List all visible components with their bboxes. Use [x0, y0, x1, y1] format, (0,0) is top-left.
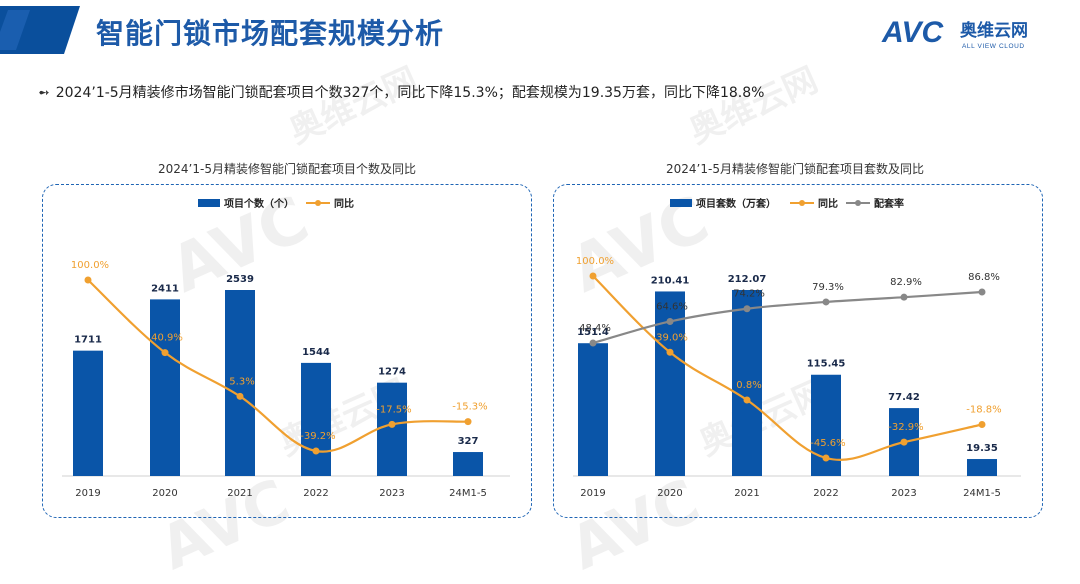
chart2-plot: 项目套数（万套） 同比 配套率 151.4 210.41 212.07 115.45 77.4…: [573, 197, 1021, 499]
yoy-label: 0.8%: [736, 380, 761, 391]
bar-value-label: 1544: [302, 347, 330, 358]
legend-line-marker: [855, 200, 861, 206]
legend-bar-swatch: [670, 199, 692, 207]
yoy-label: -18.8%: [966, 405, 1001, 416]
rate-point: [743, 305, 751, 313]
bar-value-label: 327: [458, 436, 479, 447]
x-tick-label: 2021: [227, 488, 252, 499]
rate-point: [666, 317, 674, 325]
chart2-title: 2024’1-5月精装修智能门锁配套项目套数及同比: [666, 162, 924, 176]
yoy-point: [312, 447, 320, 455]
yoy-point: [236, 392, 244, 400]
x-tick-label: 2019: [75, 488, 100, 499]
arrow-bullet-icon: ➻: [38, 85, 50, 101]
yoy-point: [743, 396, 751, 404]
bar: [225, 290, 255, 476]
legend-label: 同比: [818, 197, 838, 210]
yoy-point: [161, 349, 169, 357]
bar-value-label: 2539: [226, 274, 254, 285]
yoy-point: [900, 438, 908, 446]
svg-text:ALL VIEW CLOUD: ALL VIEW CLOUD: [962, 43, 1025, 50]
yoy-point: [84, 276, 92, 284]
x-tick-label: 2020: [152, 488, 177, 499]
legend-label: 同比: [334, 197, 354, 210]
bar: [73, 350, 103, 476]
chart2-frame: [553, 184, 1043, 518]
yoy-label: 40.9%: [151, 333, 183, 344]
x-tick-label: 2022: [303, 488, 328, 499]
svg-text:AVC: AVC: [881, 16, 944, 49]
yoy-point: [822, 454, 830, 462]
rate-label: 86.8%: [968, 272, 1000, 283]
bar-value-label: 212.07: [728, 274, 767, 285]
x-tick-label: 24M1-5: [963, 488, 1001, 499]
x-tick-label: 2021: [734, 488, 759, 499]
yoy-label: -45.6%: [810, 438, 845, 449]
x-tick-label: 2022: [813, 488, 838, 499]
summary-text: 2024’1-5月精装修市场智能门锁配套项目个数327个，同比下降15.3%；配…: [55, 85, 765, 101]
yoy-point: [388, 420, 396, 428]
bar-value-label: 1711: [74, 335, 102, 346]
yoy-point: [978, 421, 986, 428]
svg-text:奥维云网: 奥维云网: [960, 20, 1028, 41]
rate-label: 48.4%: [579, 323, 611, 334]
bar-value-label: 151.4: [577, 327, 609, 338]
bar: [453, 452, 483, 476]
x-tick-label: 2019: [580, 488, 605, 499]
yoy-point: [589, 272, 597, 280]
yoy-label: 5.3%: [229, 376, 254, 387]
yoy-label: -32.9%: [888, 422, 923, 433]
legend-label: 项目套数（万套）: [696, 197, 776, 210]
yoy-label: -39.2%: [300, 431, 335, 442]
yoy-point: [666, 348, 674, 356]
rate-label: 64.6%: [656, 301, 688, 312]
bar: [967, 459, 997, 476]
rate-label: 82.9%: [890, 277, 922, 288]
yoy-label: -17.5%: [376, 404, 411, 415]
bar-value-label: 2411: [151, 283, 179, 294]
rate-line: [592, 290, 983, 345]
legend-line-marker: [799, 200, 805, 206]
yoy-point: [464, 418, 472, 426]
x-tick-label: 2023: [891, 488, 916, 499]
avc-logo: AVC 奥维云网 ALL VIEW CLOUD: [881, 16, 1028, 50]
bar-value-label: 19.35: [966, 443, 998, 454]
bar: [301, 362, 331, 476]
legend-label: 配套率: [874, 197, 904, 210]
bar: [578, 343, 608, 476]
chart1-frame: [42, 184, 532, 518]
x-tick-label: 24M1-5: [449, 488, 487, 499]
chart1-plot: 项目个数（个） 同比 1711 2411 2539 1544 1274 327 2019 2020…: [62, 197, 510, 499]
legend-bar-swatch: [198, 199, 220, 207]
yoy-label: -15.3%: [452, 402, 487, 413]
bar-value-label: 1274: [378, 367, 406, 378]
rate-label: 74.2%: [733, 289, 765, 300]
x-tick-label: 2020: [657, 488, 682, 499]
yoy-label: 100.0%: [576, 256, 614, 267]
legend-label: 项目个数（个）: [224, 197, 294, 210]
rate-point: [978, 288, 986, 296]
rate-point: [822, 298, 830, 306]
bar: [732, 290, 762, 476]
bar: [150, 299, 180, 476]
rate-point: [589, 339, 597, 347]
bar-value-label: 77.42: [888, 392, 920, 403]
yoy-label: 39.0%: [656, 332, 688, 343]
yoy-label: 100.0%: [71, 260, 109, 271]
bar-value-label: 210.41: [651, 275, 690, 286]
title-accent-bar: [0, 6, 80, 54]
page-title: 智能门锁市场配套规模分析: [96, 17, 445, 50]
chart1-title: 2024’1-5月精装修智能门锁配套项目个数及同比: [158, 162, 416, 176]
bar-value-label: 115.45: [807, 359, 846, 370]
x-tick-label: 2023: [379, 488, 404, 499]
rate-point: [900, 293, 908, 301]
bar: [377, 382, 407, 476]
summary-bullet: ➻ 2024’1-5月精装修市场智能门锁配套项目个数327个，同比下降15.3%；…: [38, 82, 764, 102]
legend-line-marker: [315, 200, 321, 206]
rate-label: 79.3%: [812, 282, 844, 293]
